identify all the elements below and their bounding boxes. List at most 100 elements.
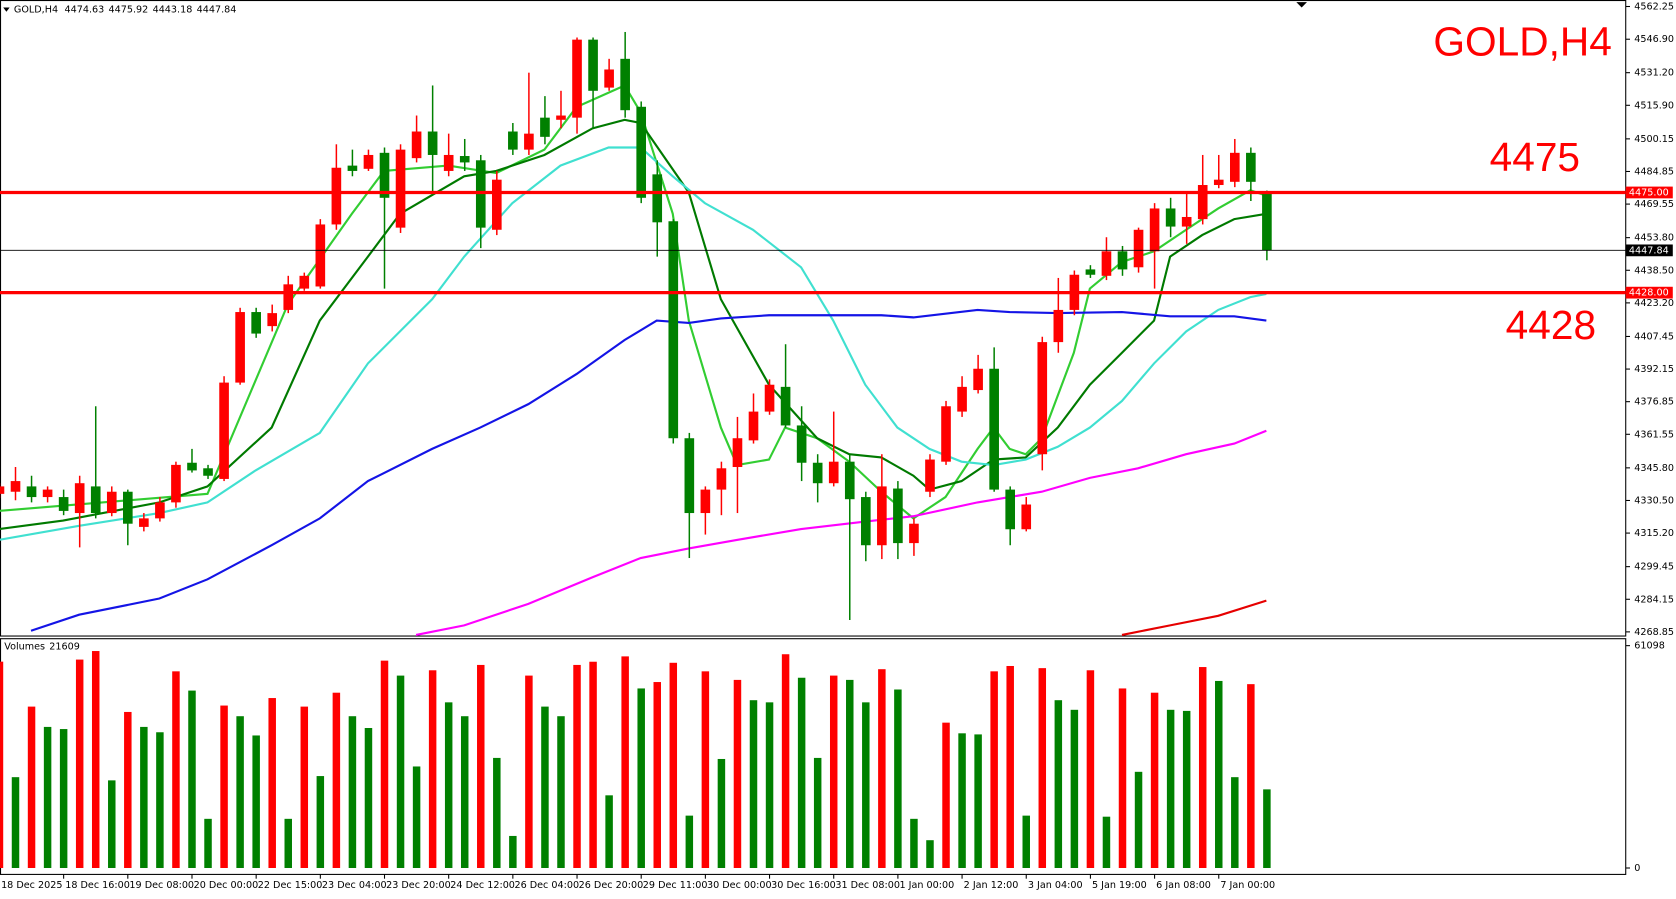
candle-body bbox=[459, 156, 470, 163]
volume-bar bbox=[428, 670, 437, 868]
volume-bar bbox=[509, 835, 517, 868]
volume-bar bbox=[765, 702, 774, 868]
x-tick-label: 23 Dec 20:00 bbox=[386, 880, 451, 891]
candle-body bbox=[219, 382, 229, 479]
candle-body bbox=[941, 406, 951, 462]
candle-body bbox=[235, 312, 245, 383]
y-tick-label: 4546.90 bbox=[1634, 34, 1674, 45]
volume-bar bbox=[1070, 709, 1079, 868]
volume-bar bbox=[813, 757, 822, 868]
x-tick-label: 2 Jan 12:00 bbox=[964, 880, 1019, 891]
volume-bar bbox=[942, 722, 950, 868]
x-tick-label: 30 Dec 16:00 bbox=[771, 880, 836, 891]
x-tick-label: 26 Dec 04:00 bbox=[514, 880, 579, 891]
candle-body bbox=[668, 221, 679, 439]
volume-panel-frame bbox=[0, 638, 1627, 875]
candle-body bbox=[732, 438, 743, 468]
volume-bar bbox=[1038, 668, 1047, 868]
x-tick-label: 7 Jan 00:00 bbox=[1220, 880, 1275, 891]
candle-body bbox=[508, 131, 518, 150]
volume-bar bbox=[156, 732, 164, 868]
volume-bar bbox=[605, 795, 613, 868]
volume-bar bbox=[11, 777, 20, 868]
volume-bar bbox=[1247, 684, 1255, 868]
volume-bar bbox=[268, 698, 276, 868]
moving-average bbox=[0, 146, 1267, 541]
volume-bar bbox=[108, 780, 116, 868]
low-value: 4443.18 bbox=[153, 5, 193, 16]
y-tick-label: 4315.20 bbox=[1634, 528, 1674, 539]
candle-body bbox=[572, 39, 582, 118]
volume-bar bbox=[172, 671, 180, 868]
candle-body bbox=[315, 224, 326, 287]
volume-bar bbox=[1215, 680, 1223, 868]
candle-body bbox=[299, 275, 310, 289]
volume-bar bbox=[220, 705, 228, 868]
volume-bar bbox=[236, 716, 244, 868]
volume-bar bbox=[990, 671, 998, 868]
volume-tick-label: 61098 bbox=[1634, 641, 1665, 652]
volume-bar bbox=[1198, 667, 1207, 868]
volume-bar bbox=[910, 818, 918, 868]
candle-body bbox=[604, 69, 614, 88]
candle-body bbox=[780, 386, 791, 426]
symbol: GOLD,H4 bbox=[14, 5, 58, 16]
candle-body bbox=[443, 154, 454, 171]
y-tick-label: 4345.80 bbox=[1634, 463, 1674, 474]
volume-bar bbox=[316, 776, 325, 868]
candle-body bbox=[331, 167, 342, 225]
candle-body bbox=[1117, 251, 1128, 270]
x-tick-label: 18 Dec 16:00 bbox=[65, 880, 130, 891]
volume-bar bbox=[1150, 692, 1159, 868]
volume-bar bbox=[557, 716, 565, 868]
volume-bar bbox=[1166, 709, 1175, 868]
volume-bar bbox=[204, 818, 212, 868]
x-tick-label: 26 Dec 20:00 bbox=[579, 880, 644, 891]
candle-body bbox=[74, 483, 85, 514]
volume-bar bbox=[300, 706, 309, 868]
candle-body bbox=[957, 386, 967, 412]
chart-title: GOLD,H4 bbox=[1433, 19, 1611, 65]
volume-bar bbox=[0, 661, 4, 868]
volume-bar bbox=[926, 840, 934, 868]
candle-body bbox=[106, 491, 117, 514]
candle-body bbox=[588, 39, 598, 91]
candle-body bbox=[1229, 152, 1240, 182]
volume-bar bbox=[140, 726, 148, 868]
volume-bar bbox=[701, 671, 710, 868]
x-tick-label: 5 Jan 19:00 bbox=[1092, 880, 1147, 891]
menu-arrow bbox=[3, 7, 10, 12]
volume-bar bbox=[573, 664, 581, 868]
candle-body bbox=[251, 312, 261, 334]
volume-bar bbox=[91, 651, 100, 868]
y-tick-label: 4392.15 bbox=[1634, 364, 1674, 375]
volume-bar bbox=[589, 661, 597, 868]
y-tick-label: 4531.20 bbox=[1634, 68, 1674, 79]
volume-bar bbox=[1231, 777, 1239, 868]
candle-body bbox=[395, 149, 406, 228]
volume-tick-label: 0 bbox=[1634, 863, 1640, 874]
volume-plot bbox=[0, 651, 1271, 868]
candle-body bbox=[764, 384, 775, 412]
x-tick-label: 19 Dec 08:00 bbox=[129, 880, 194, 891]
volume-bar bbox=[75, 659, 84, 868]
x-tick-label: 1 Jan 00:00 bbox=[899, 880, 954, 891]
y-tick-label: 4500.15 bbox=[1634, 134, 1674, 145]
candle-body bbox=[491, 179, 502, 230]
candle-body bbox=[1213, 179, 1224, 186]
y-tick-label: 4284.15 bbox=[1634, 594, 1674, 605]
header: GOLD,H4 4474.63 4475.92 4443.18 4447.84 bbox=[14, 5, 236, 16]
volume-bar bbox=[477, 664, 485, 868]
volume-bar bbox=[124, 711, 132, 868]
volume-bar bbox=[412, 766, 421, 868]
candle-body bbox=[925, 459, 935, 492]
volume-bar bbox=[733, 679, 742, 868]
volume-bar bbox=[1022, 815, 1030, 868]
candle-body bbox=[122, 491, 133, 524]
candle-body bbox=[652, 174, 663, 223]
candle-body bbox=[1181, 216, 1192, 227]
candle-body bbox=[748, 411, 759, 441]
volume-bar bbox=[1134, 771, 1143, 868]
